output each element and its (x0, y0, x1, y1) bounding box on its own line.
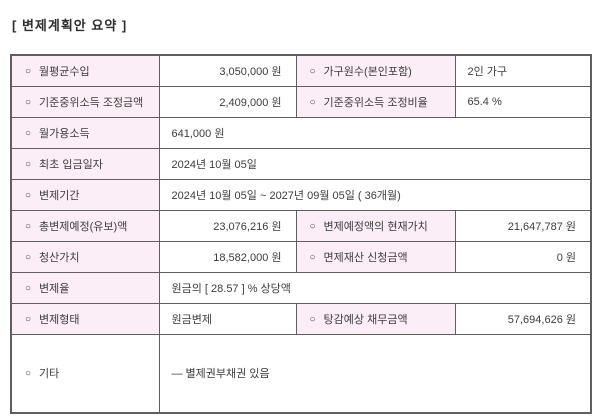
circle-bullet-icon: ○ (25, 189, 32, 201)
row-label: ○ 변제형태 (10, 302, 160, 335)
row-label-text: 기준중위소득 조정금액 (39, 96, 144, 109)
row-label: ○ 기준중위소득 조정비율 (295, 85, 456, 118)
table-row-liquidation-value: ○ 청산가치 18,582,000 원 ○ 면제재산 신청금액 0 원 (10, 240, 592, 273)
row-label: ○ 면제재산 신청금액 (295, 240, 456, 273)
row-label: ○ 가구원수(본인포함) (295, 54, 456, 87)
row-value: 2인 가구 (454, 54, 592, 87)
row-label: ○ 탕감예상 채무금액 (295, 302, 456, 335)
page-title: [ 변제계획안 요약 ] (12, 18, 128, 33)
row-value: 21,647,787 원 (454, 209, 592, 242)
row-value: 원금의 [ 28.57 ] % 상당액 (158, 271, 592, 304)
table-row-monthly-income: ○ 월평균수입 3,050,000 원 ○ 가구원수(본인포함) 2인 가구 (10, 54, 592, 87)
row-value: 2024년 10월 05일 ~ 2027년 09월 05일 ( 36개월) (158, 178, 592, 211)
row-value: 2024년 10월 05일 (158, 147, 592, 180)
row-label: ○ 기준중위소득 조정금액 (10, 85, 160, 118)
circle-bullet-icon: ○ (309, 65, 316, 77)
circle-bullet-icon: ○ (25, 96, 32, 108)
row-label: ○ 변제율 (10, 271, 160, 304)
circle-bullet-icon: ○ (25, 313, 32, 325)
row-label-text: 최초 입금일자 (39, 158, 103, 171)
row-label: ○ 월평균수입 (10, 54, 160, 87)
row-label-text: 변제기간 (39, 189, 80, 202)
circle-bullet-icon: ○ (309, 220, 316, 232)
circle-bullet-icon: ○ (25, 127, 32, 139)
circle-bullet-icon: ○ (25, 220, 32, 232)
circle-bullet-icon: ○ (25, 251, 32, 263)
circle-bullet-icon: ○ (25, 65, 32, 77)
circle-bullet-icon: ○ (25, 158, 32, 170)
row-value: 18,582,000 원 (158, 240, 297, 273)
table-row-first-deposit-date: ○ 최초 입금일자 2024년 10월 05일 (10, 147, 592, 180)
row-value: — 별제권부채권 있음 (158, 333, 592, 414)
row-value: 3,050,000 원 (158, 54, 297, 87)
row-label: ○ 기타 (10, 333, 160, 414)
row-label-text: 청산가치 (39, 251, 80, 264)
row-value: 641,000 원 (158, 116, 592, 149)
table-row-disposable-income: ○ 월가용소득 641,000 원 (10, 116, 592, 149)
row-label-text: 면제재산 신청금액 (323, 251, 408, 264)
row-label-text: 가구원수(본인포함) (323, 65, 412, 78)
circle-bullet-icon: ○ (25, 368, 32, 380)
table-row-repayment-rate: ○ 변제율 원금의 [ 28.57 ] % 상당액 (10, 271, 592, 304)
row-label: ○ 변제기간 (10, 178, 160, 211)
circle-bullet-icon: ○ (25, 282, 32, 294)
row-label-text: 변제율 (39, 282, 70, 295)
row-label: ○ 총변제예정(유보)액 (10, 209, 160, 242)
row-value: 2,409,000 원 (158, 85, 297, 118)
row-label: ○ 변제예정액의 현재가치 (295, 209, 456, 242)
row-value: 23,076,216 원 (158, 209, 297, 242)
row-value: 원금변제 (158, 302, 297, 335)
row-value: 65.4 % (454, 85, 592, 118)
row-label-text: 탕감예상 채무금액 (323, 313, 408, 326)
row-label-text: 월가용소득 (39, 127, 90, 140)
row-label-text: 기준중위소득 조정비율 (323, 96, 428, 109)
row-label-text: 변제예정액의 현재가치 (323, 220, 428, 233)
table-row-repayment-type: ○ 변제형태 원금변제 ○ 탕감예상 채무금액 57,694,626 원 (10, 302, 592, 335)
row-label-text: 총변제예정(유보)액 (39, 220, 128, 233)
row-label-text: 변제형태 (39, 313, 80, 326)
table-row-median-income-amount: ○ 기준중위소득 조정금액 2,409,000 원 ○ 기준중위소득 조정비율 65… (10, 85, 592, 118)
row-label: ○ 청산가치 (10, 240, 160, 273)
table-row-repayment-period: ○ 변제기간 2024년 10월 05일 ~ 2027년 09월 05일 ( 36… (10, 178, 592, 211)
circle-bullet-icon: ○ (309, 313, 316, 325)
row-value: 0 원 (454, 240, 592, 273)
row-label: ○ 월가용소득 (10, 116, 160, 149)
row-label-text: 기타 (39, 368, 60, 381)
table-row-etc: ○ 기타 — 별제권부채권 있음 (10, 333, 592, 414)
circle-bullet-icon: ○ (309, 251, 316, 263)
row-label-text: 월평균수입 (39, 65, 90, 78)
summary-table: ○ 월평균수입 3,050,000 원 ○ 가구원수(본인포함) 2인 가구 ○ 기준… (10, 54, 592, 414)
table-row-total-expected-repayment: ○ 총변제예정(유보)액 23,076,216 원 ○ 변제예정액의 현재가치 21… (10, 209, 592, 242)
circle-bullet-icon: ○ (309, 96, 316, 108)
row-label: ○ 최초 입금일자 (10, 147, 160, 180)
row-value: 57,694,626 원 (454, 302, 592, 335)
